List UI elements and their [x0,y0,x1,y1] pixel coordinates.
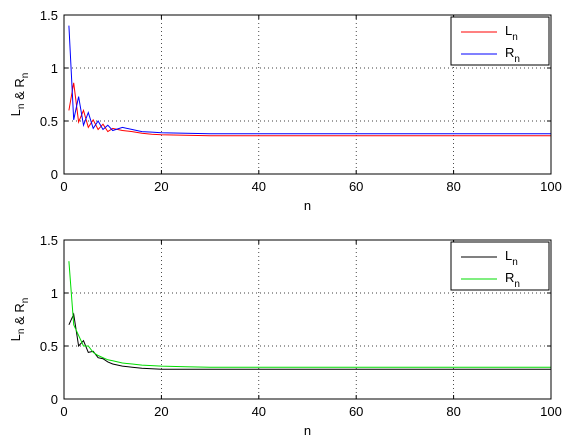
y-tick-label: 0.5 [40,339,58,354]
plot-area [63,14,552,175]
x-tick-label: 0 [60,179,67,194]
series-line-ln [68,312,551,370]
x-axis-label: n [304,198,311,213]
legend-box [450,16,550,66]
legend-box [450,241,550,291]
y-axis-label: Ln & Rn [8,298,31,342]
x-tick-label: 0 [60,404,67,419]
plot-area [63,239,552,400]
legend-label: Ln [505,248,518,268]
grid [64,240,551,399]
x-tick-label: 100 [540,179,562,194]
x-tick-label: 40 [252,179,266,194]
legend-label: Rn [505,270,520,290]
series-line-rn [68,25,551,135]
x-tick-label: 60 [349,404,363,419]
y-tick-label: 0 [51,167,58,182]
y-tick-label: 1 [51,61,58,76]
legend-label: Ln [505,23,518,43]
legend-label: Rn [505,45,520,65]
x-tick-label: 80 [446,404,460,419]
x-tick-label: 20 [154,179,168,194]
series-line-ln [68,82,551,137]
x-tick-label: 60 [349,179,363,194]
y-tick-label: 1.5 [40,8,58,23]
series-line-rn [68,261,551,368]
y-tick-label: 1.5 [40,233,58,248]
x-tick-label: 20 [154,404,168,419]
x-axis-label: n [304,423,311,438]
x-tick-label: 40 [252,404,266,419]
y-tick-label: 0.5 [40,114,58,129]
y-axis-label: Ln & Rn [8,73,31,117]
x-tick-label: 80 [446,179,460,194]
grid [64,15,551,174]
y-tick-label: 0 [51,392,58,407]
x-tick-label: 100 [540,404,562,419]
y-tick-label: 1 [51,286,58,301]
